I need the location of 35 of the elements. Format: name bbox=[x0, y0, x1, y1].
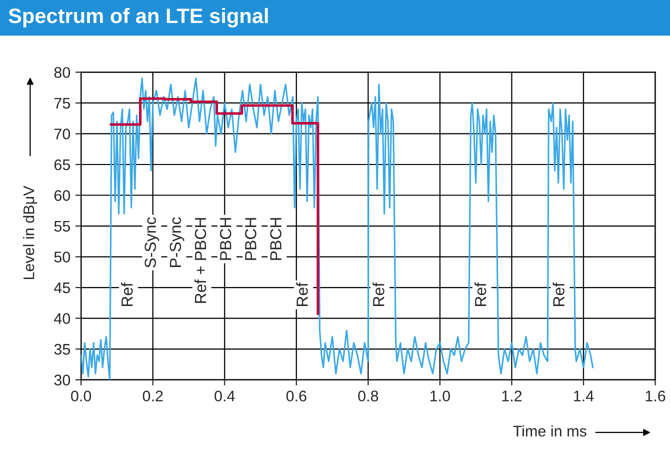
y-tick-label: 30 bbox=[54, 374, 70, 386]
y-tick-label: 55 bbox=[54, 221, 70, 232]
x-tick-label: 1.2 bbox=[502, 390, 522, 402]
annotation: PBCH bbox=[220, 218, 232, 260]
y-tick-label: 75 bbox=[54, 98, 70, 109]
x-tick-label: 1.0 bbox=[430, 390, 450, 402]
y-axis-title: Level in dBμV bbox=[23, 186, 38, 280]
annotation: Ref bbox=[372, 282, 384, 306]
chart-title: Spectrum of an LTE signal bbox=[8, 8, 268, 28]
x-axis-title: Time in ms bbox=[513, 425, 586, 437]
annotation: PBCH bbox=[245, 218, 256, 260]
y-tick-label: 50 bbox=[54, 252, 70, 262]
y-tick-label: 80 bbox=[54, 67, 70, 78]
annotation: Ref bbox=[474, 282, 486, 306]
y-tick-label: 35 bbox=[54, 344, 70, 355]
y-tick-label: 45 bbox=[54, 282, 70, 294]
y-tick-label: 40 bbox=[54, 313, 70, 324]
annotation: S-Sync bbox=[144, 217, 160, 268]
x-tick-label: 0.0 bbox=[71, 390, 92, 402]
x-tick-label: 1.6 bbox=[646, 390, 666, 402]
x-tick-label: 0.8 bbox=[358, 390, 378, 402]
line-series bbox=[81, 78, 594, 380]
y-tick-label: 60 bbox=[54, 190, 70, 201]
annotation: Ref bbox=[552, 282, 564, 306]
annotation: Ref bbox=[121, 282, 133, 306]
annotation: P-Sync bbox=[170, 217, 184, 267]
x-tick-label: 0.4 bbox=[214, 390, 235, 402]
x-tick-label: 1.4 bbox=[574, 390, 594, 402]
y-tick-label: 70 bbox=[54, 128, 70, 140]
annotation: Ref + PBCH bbox=[194, 218, 206, 303]
y-tick-label: 65 bbox=[54, 159, 70, 170]
x-tick-label: 0.2 bbox=[142, 390, 163, 402]
annotation: PBCH bbox=[270, 218, 282, 260]
annotation: Ref bbox=[296, 282, 308, 306]
x-tick-label: 0.6 bbox=[286, 390, 306, 402]
